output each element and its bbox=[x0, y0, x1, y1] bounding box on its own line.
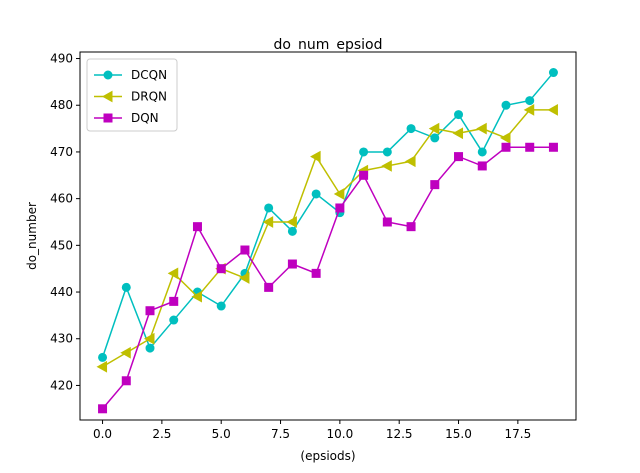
x-tick-label: 15.0 bbox=[445, 427, 472, 441]
legend-marker bbox=[101, 90, 113, 103]
series-line bbox=[101, 72, 555, 358]
data-point bbox=[286, 216, 297, 228]
data-point bbox=[238, 272, 250, 284]
x-tick-label: 0.0 bbox=[93, 427, 112, 441]
legend-marker bbox=[103, 70, 113, 80]
data-point bbox=[192, 222, 202, 232]
legend-marker bbox=[103, 113, 113, 123]
data-point bbox=[264, 282, 274, 292]
data-point bbox=[167, 267, 179, 280]
data-point bbox=[143, 332, 155, 345]
data-point bbox=[501, 142, 511, 152]
y-tick-label: 450 bbox=[50, 238, 73, 252]
data-point bbox=[476, 122, 487, 135]
legend-item: DCQN bbox=[94, 68, 167, 82]
y-tick-label: 420 bbox=[50, 378, 73, 392]
data-point bbox=[216, 301, 226, 311]
data-point bbox=[169, 315, 179, 325]
chart-title: do_num_epsiod bbox=[274, 37, 383, 53]
x-tick-label: 12.5 bbox=[386, 427, 413, 441]
series-layer bbox=[96, 68, 558, 414]
y-axis-label: do_number bbox=[25, 202, 39, 270]
data-point bbox=[477, 147, 487, 157]
series-dqn bbox=[98, 142, 558, 414]
data-point bbox=[381, 160, 392, 172]
y-tick-label: 480 bbox=[50, 98, 73, 112]
legend-label: DRQN bbox=[131, 90, 167, 104]
axes-frame bbox=[79, 51, 577, 421]
data-point bbox=[548, 68, 558, 78]
data-point bbox=[191, 290, 202, 303]
data-point bbox=[121, 376, 131, 386]
data-point bbox=[287, 259, 297, 269]
data-point bbox=[454, 110, 464, 120]
data-point bbox=[98, 404, 108, 414]
data-point bbox=[430, 180, 440, 190]
data-point bbox=[452, 127, 464, 140]
data-point bbox=[333, 188, 345, 200]
data-point bbox=[454, 152, 464, 162]
y-tick-label: 490 bbox=[50, 52, 73, 66]
legend: DCQN DRQN DQN bbox=[86, 58, 178, 132]
data-point bbox=[406, 124, 416, 134]
legend-item: DRQN bbox=[94, 90, 167, 104]
data-point bbox=[120, 346, 131, 359]
data-point bbox=[525, 142, 535, 152]
data-point bbox=[262, 216, 274, 228]
data-point bbox=[311, 268, 321, 278]
data-point bbox=[264, 203, 274, 213]
data-point bbox=[430, 133, 440, 143]
x-axis-label: (epsiods) bbox=[300, 449, 355, 463]
data-point bbox=[96, 360, 108, 373]
data-point bbox=[523, 104, 535, 116]
x-tick-label: 10.0 bbox=[327, 427, 354, 441]
y-tick-label: 440 bbox=[50, 285, 73, 299]
x-tick-label: 7.5 bbox=[271, 427, 290, 441]
data-point bbox=[525, 96, 535, 106]
data-point bbox=[98, 352, 108, 362]
series-dcqn bbox=[98, 68, 558, 362]
data-point bbox=[382, 217, 392, 227]
data-point bbox=[240, 245, 250, 255]
data-point bbox=[145, 306, 155, 316]
data-point bbox=[477, 161, 487, 171]
x-tick-label: 2.5 bbox=[152, 427, 171, 441]
data-point bbox=[406, 222, 416, 232]
data-point bbox=[548, 142, 558, 152]
data-point bbox=[287, 226, 297, 236]
data-point bbox=[359, 170, 369, 180]
data-point bbox=[547, 104, 558, 116]
data-point bbox=[310, 150, 321, 163]
x-tick-label: 5.0 bbox=[212, 427, 231, 441]
data-point bbox=[169, 296, 179, 306]
data-point bbox=[428, 122, 440, 135]
data-point bbox=[145, 343, 155, 353]
data-point bbox=[216, 264, 226, 274]
legend-item: DQN bbox=[94, 111, 159, 125]
y-tick-label: 430 bbox=[50, 332, 73, 346]
data-point bbox=[121, 282, 131, 292]
data-point bbox=[501, 100, 511, 110]
data-point bbox=[359, 147, 369, 157]
legend-label: DQN bbox=[131, 111, 159, 125]
data-point bbox=[382, 147, 392, 157]
y-tick-label: 460 bbox=[50, 192, 73, 206]
data-point bbox=[405, 155, 416, 168]
series-drqn bbox=[96, 104, 558, 373]
legend-label: DCQN bbox=[131, 68, 167, 82]
y-tick-label: 470 bbox=[50, 145, 73, 159]
data-point bbox=[499, 132, 511, 144]
tick-layer: 0.0 2.5 5.0 7.5 10.0 12.5 15.0 17.5 420 430 440 450… bbox=[50, 52, 531, 441]
x-tick-label: 17.5 bbox=[504, 427, 531, 441]
data-point bbox=[311, 189, 321, 199]
data-point bbox=[335, 203, 345, 213]
